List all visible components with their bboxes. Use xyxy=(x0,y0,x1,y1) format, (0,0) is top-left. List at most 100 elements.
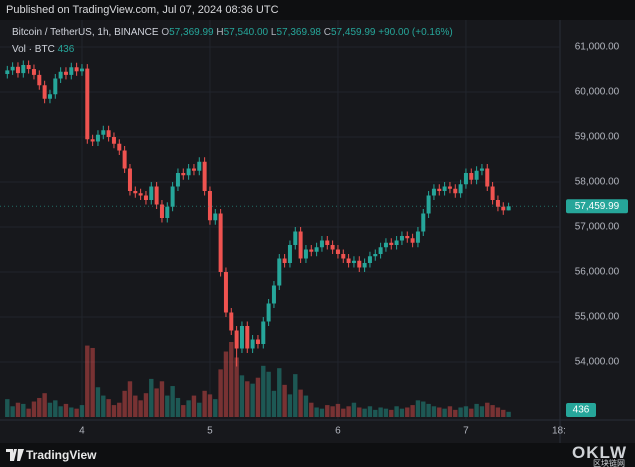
volume-bar xyxy=(426,403,431,417)
candle-body xyxy=(303,249,308,259)
candle-body xyxy=(362,262,367,268)
y-tick-label: 60,000.00 xyxy=(575,87,620,98)
watermark: OKLW xyxy=(572,443,627,462)
candle-body xyxy=(506,206,511,211)
volume-bar xyxy=(133,395,138,417)
volume-bar xyxy=(5,399,10,417)
volume-bar xyxy=(106,399,111,417)
candles xyxy=(5,60,511,367)
volume-bar xyxy=(383,408,389,417)
volume-bar xyxy=(21,403,26,417)
y-tick-label: 56,000.00 xyxy=(575,267,620,278)
y-tick-label: 61,000.00 xyxy=(575,42,620,53)
candle-body xyxy=(442,186,447,191)
volume-bar xyxy=(53,400,58,417)
candle-body xyxy=(341,253,346,259)
candle-body xyxy=(405,235,410,239)
candle-body xyxy=(90,139,95,142)
candle-body xyxy=(53,78,58,95)
legend: Bitcoin / TetherUS, 1h, BINANCE O57,369.… xyxy=(12,26,453,57)
candle-body xyxy=(175,172,180,187)
candle-body xyxy=(170,186,175,207)
volume-bar xyxy=(95,387,101,417)
candle-body xyxy=(218,213,223,272)
legend-row: Vol · BTC 436 xyxy=(12,43,453,57)
ohlc-key: L xyxy=(270,27,277,38)
ohlc-key: H xyxy=(216,27,224,38)
candle-body xyxy=(325,240,330,245)
volume-bar xyxy=(303,395,309,417)
candle-body xyxy=(458,184,463,194)
volume-bar xyxy=(410,405,415,417)
volume-bar xyxy=(197,402,202,417)
candle-body xyxy=(394,240,399,245)
volume-bar xyxy=(143,393,149,417)
x-tick-label: 4 xyxy=(79,426,85,437)
candle-body xyxy=(207,190,212,221)
volume-bar xyxy=(85,345,90,417)
candle-body xyxy=(271,285,276,304)
volume-bar xyxy=(15,402,21,417)
candle-body xyxy=(261,321,266,344)
volume-bar xyxy=(261,365,266,417)
volume-bar xyxy=(453,409,458,417)
volume-bar xyxy=(474,403,479,417)
candle-body xyxy=(181,172,186,176)
volume-bar xyxy=(255,377,261,417)
candle-body xyxy=(122,150,127,169)
candle-body xyxy=(383,242,388,248)
last-volume-label: 436 xyxy=(573,405,590,416)
candle-body xyxy=(250,339,255,349)
chart: 54,000.00 55,000.00 56,000.00 57,000.00 58,0… xyxy=(0,20,635,443)
candle-body xyxy=(357,260,362,268)
candle-body xyxy=(410,238,415,243)
last-price-label: 57,459.99 xyxy=(575,201,620,212)
volume-bar xyxy=(202,390,207,417)
symbol: Bitcoin / TetherUS, 1h, BINANCE xyxy=(12,27,159,38)
candle-body xyxy=(437,188,442,191)
volume-bar xyxy=(394,406,399,417)
candle-body xyxy=(389,242,394,245)
candle-body xyxy=(447,186,452,189)
x-tick-label: 5 xyxy=(207,426,213,437)
candle-body xyxy=(245,325,250,349)
ohlc-key: C xyxy=(323,27,331,38)
volume-bar xyxy=(181,405,186,417)
candle-body xyxy=(346,258,351,263)
candle-body xyxy=(202,161,207,191)
volume-bar xyxy=(421,401,426,417)
x-tick-label: 6 xyxy=(335,426,341,437)
candle-body xyxy=(287,244,292,263)
volume-bar xyxy=(506,411,511,417)
volume-bar xyxy=(357,407,362,417)
volume-bar xyxy=(325,405,330,417)
candle-body xyxy=(319,240,324,248)
volume-bar xyxy=(442,408,447,417)
candle-body xyxy=(106,130,111,137)
candle-body xyxy=(111,136,116,144)
candle-body xyxy=(495,199,500,207)
candle-body xyxy=(266,303,271,322)
candle-body xyxy=(37,74,42,86)
candle-body xyxy=(95,134,100,142)
volume-bar xyxy=(159,381,165,417)
candle-body xyxy=(282,258,287,263)
volume-bar xyxy=(117,402,122,417)
candle-body xyxy=(85,68,90,140)
volume-bar xyxy=(69,407,74,417)
ohlc-value: 57,540.00 xyxy=(223,27,269,38)
volume-value: 436 xyxy=(57,44,75,55)
volume-bar xyxy=(90,347,95,417)
volume-bar xyxy=(138,400,143,417)
volume-bar xyxy=(63,403,69,417)
volume-bar xyxy=(479,406,485,417)
volume-bar xyxy=(149,378,154,417)
volume-bar xyxy=(287,394,293,417)
logo xyxy=(6,449,24,461)
brand[interactable]: TradingView xyxy=(26,448,97,462)
candle-body xyxy=(31,69,36,75)
volume-bar xyxy=(218,369,223,417)
publish-bar: Published on TradingView.com, Jul 07, 20… xyxy=(0,0,635,20)
candle-body xyxy=(133,190,138,194)
volume-bar xyxy=(463,406,469,417)
